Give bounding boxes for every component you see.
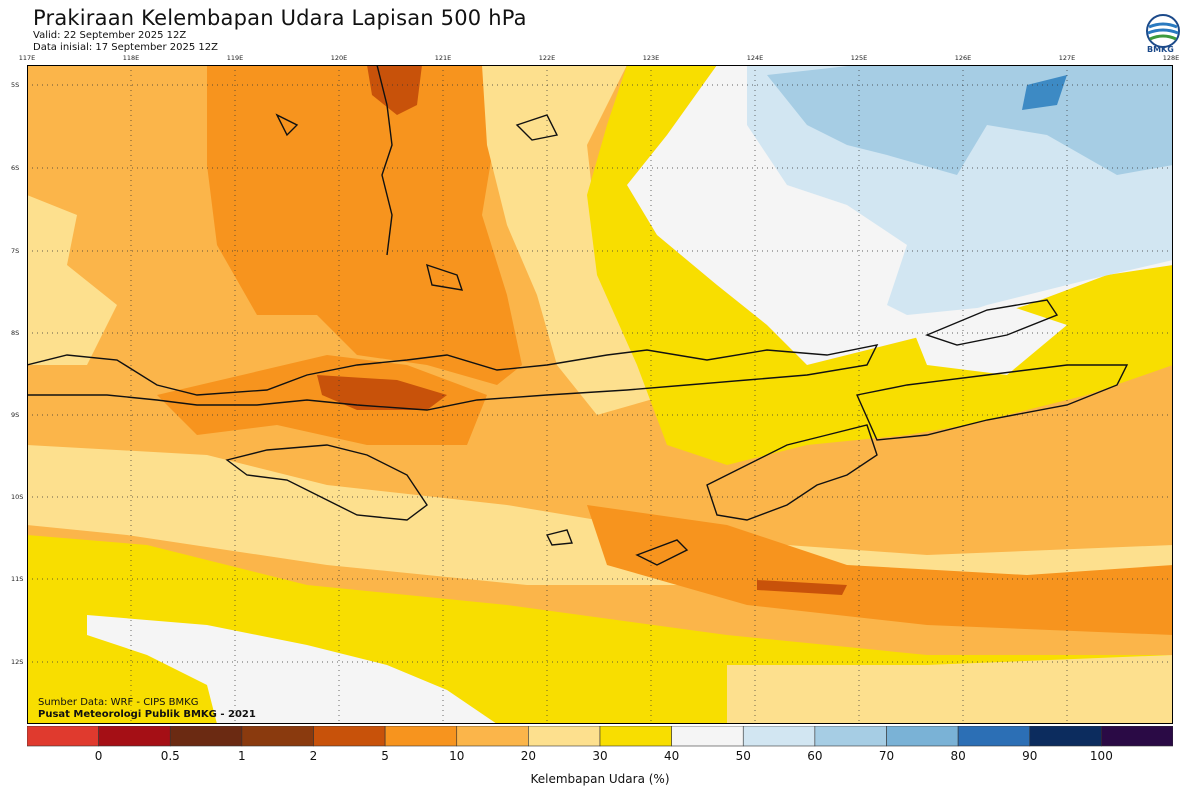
center-credit: Pusat Meteorologi Publik BMKG - 2021 (38, 709, 256, 720)
lon-label: 123E (642, 54, 660, 62)
colorbar-tick-label: 70 (878, 749, 895, 763)
page-title: Prakiraan Kelembapan Udara Lapisan 500 h… (33, 6, 527, 30)
colorbar-tick-label: 20 (520, 749, 537, 763)
colorbar-tick-label: 30 (592, 749, 608, 763)
colorbar-tick-label: 40 (663, 749, 680, 763)
colorbar-bin (742, 726, 816, 747)
lon-label: 122E (538, 54, 556, 62)
colorbar-bin (241, 726, 314, 747)
colorbar-tick-label: 50 (735, 749, 751, 763)
initial-time: Data inisial: 17 September 2025 12Z (33, 42, 218, 53)
colorbar-bin (599, 726, 672, 747)
valid-time: Valid: 22 September 2025 12Z (33, 30, 187, 41)
colorbar-tick-label: 60 (807, 749, 823, 763)
lat-label: 12S (11, 658, 24, 666)
source-credit: Sumber Data: WRF - CIPS BMKG (38, 697, 199, 708)
colorbar-bin (456, 726, 529, 747)
colorbar-tick-label: 80 (950, 749, 966, 763)
colorbar-bin (671, 726, 744, 747)
lon-label: 118E (122, 54, 140, 62)
lon-label: 128E (1162, 54, 1180, 62)
colorbar-tick-label: 2 (309, 749, 318, 763)
lat-label: 10S (11, 493, 24, 501)
lon-label: 124E (746, 54, 764, 62)
colorbar-bin (27, 726, 99, 747)
colorbar-bin (169, 726, 243, 747)
colorbar-bin (814, 726, 887, 747)
lon-label: 117E (18, 54, 36, 62)
colorbar-bin (313, 726, 386, 747)
lat-label: 9S (11, 411, 20, 419)
lat-label: 8S (11, 329, 20, 337)
lon-label: 120E (330, 54, 348, 62)
lon-label: 121E (434, 54, 452, 62)
humidity-map (27, 65, 1173, 724)
logo-label: BMKG (1147, 45, 1174, 54)
lat-label: 6S (11, 164, 20, 172)
colorbar-tick-label: 1 (238, 749, 246, 763)
colorbar-tick-label: 100 (1089, 749, 1113, 763)
colorbar-tick-label: 90 (1022, 749, 1038, 763)
colorbar-bin (957, 726, 1031, 747)
colorbar-unit: Kelembapan Udara (%) (530, 772, 670, 786)
colorbar (27, 726, 1173, 747)
colorbar-bin (384, 726, 458, 747)
lat-label: 11S (11, 575, 24, 583)
lon-label: 125E (850, 54, 868, 62)
lon-label: 119E (226, 54, 244, 62)
colorbar-tick-label: 0 (94, 749, 103, 763)
colorbar-bin (528, 726, 601, 747)
lon-label: 127E (1058, 54, 1076, 62)
colorbar-tick-label: 0.5 (160, 749, 180, 763)
colorbar-bin (98, 726, 171, 747)
colorbar-bin (1101, 726, 1173, 747)
colorbar-bin (1029, 726, 1102, 747)
colorbar-bin (886, 726, 959, 747)
lat-label: 7S (11, 247, 20, 255)
lon-label: 126E (954, 54, 972, 62)
bmkg-logo-icon (1146, 14, 1180, 48)
colorbar-tick-label: 10 (449, 749, 465, 763)
colorbar-tick-label: 5 (381, 749, 389, 763)
lat-label: 5S (11, 81, 20, 89)
